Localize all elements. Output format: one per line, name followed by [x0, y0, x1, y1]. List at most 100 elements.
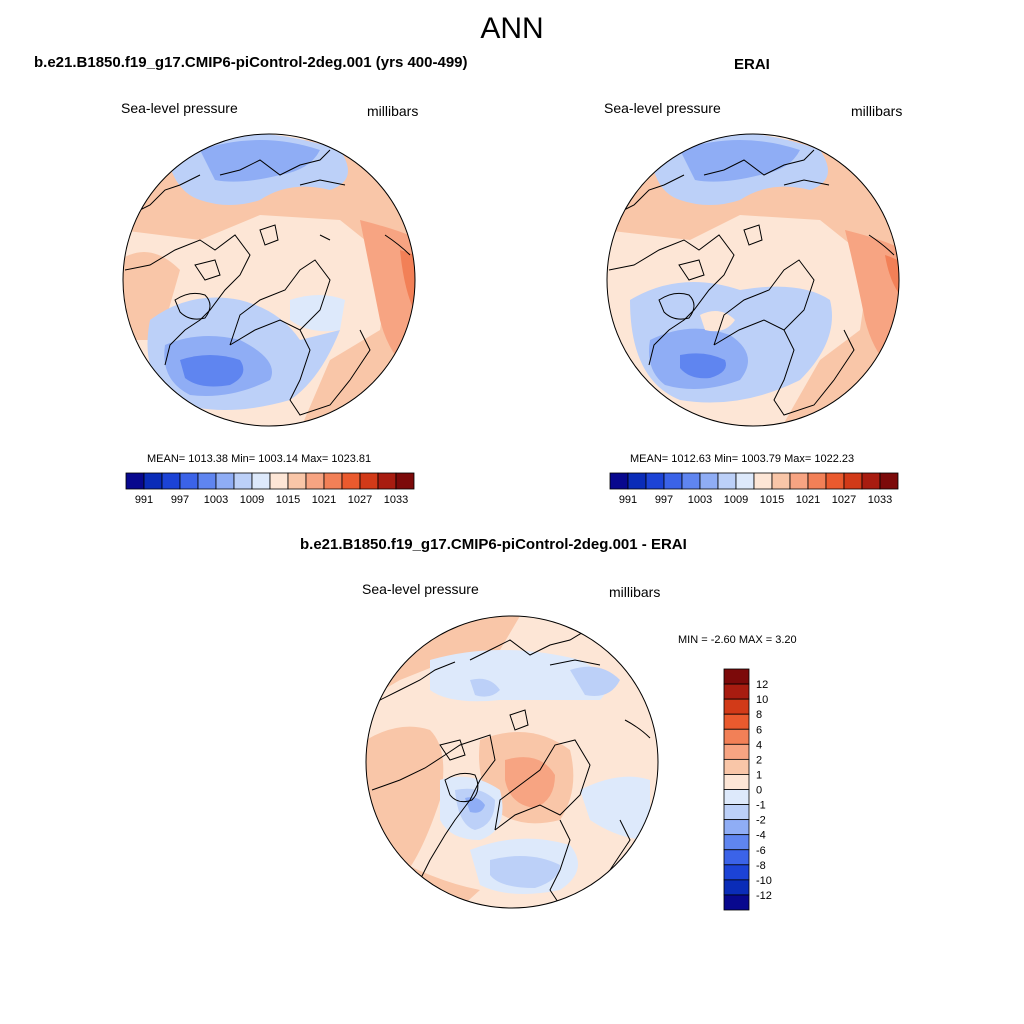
model-colorbar-tick-label: 1015	[276, 494, 300, 506]
model-map	[123, 134, 415, 426]
diff-colorbar-tick-label: -8	[756, 860, 766, 872]
model-colorbar-tick-label: 997	[171, 494, 189, 506]
model-colorbar-tick-label: 1009	[240, 494, 264, 506]
model-colorbar-box	[215, 472, 235, 490]
diff-colorbar-box	[723, 804, 750, 821]
obs-field-label: Sea-level pressure	[604, 100, 721, 116]
obs-colorbar-box	[861, 472, 881, 490]
obs-colorbar-tick-label: 1009	[724, 494, 748, 506]
obs-colorbar-box	[699, 472, 719, 490]
diff-colorbar-tick-label: 8	[756, 709, 762, 721]
obs-colorbar-box	[681, 472, 701, 490]
model-colorbar-tick-label: 1003	[204, 494, 228, 506]
diff-colorbar-tick-label: 12	[756, 679, 768, 691]
diff-units-label: millibars	[609, 584, 661, 600]
obs-colorbar-tick-label: 1003	[688, 494, 712, 506]
diff-colorbar-tick-label: -1	[756, 800, 766, 812]
obs-colorbar-tick-label: 991	[619, 494, 637, 506]
obs-units-label: millibars	[851, 103, 903, 119]
obs-map-border	[606, 133, 900, 427]
obs-panel-title: ERAI	[734, 56, 770, 73]
diff-colorbar-tick-label: 4	[756, 739, 762, 751]
model-colorbar-box	[359, 472, 379, 490]
diff-colorbar-tick-label: 6	[756, 724, 762, 736]
model-coastline-greenland	[229, 259, 331, 346]
diff-colorbar-tick-label: 0	[756, 785, 762, 797]
model-colorbar-box	[269, 472, 289, 490]
obs-colorbar-box	[843, 472, 863, 490]
model-colorbar-box	[197, 472, 217, 490]
model-panel-title: b.e21.B1850.f19_g17.CMIP6-piControl-2deg…	[34, 54, 468, 71]
diff-colorbar-box	[723, 668, 750, 685]
obs-colorbar-tick-label: 997	[655, 494, 673, 506]
model-colorbar-box	[305, 472, 325, 490]
diff-colorbar-box	[723, 713, 750, 730]
model-colorbar-box	[323, 472, 343, 490]
model-colorbar-tick-label: 1027	[348, 494, 372, 506]
diff-colorbar-box	[723, 849, 750, 866]
obs-colorbar-tick-label: 1033	[868, 494, 892, 506]
obs-colorbar-box	[771, 472, 791, 490]
page-title: ANN	[480, 12, 544, 45]
diff-colorbar-box	[723, 698, 750, 715]
obs-colorbar-box	[879, 472, 899, 490]
obs-colorbar-box	[753, 472, 773, 490]
diff-map	[366, 616, 658, 908]
diff-colorbar-tick-label: 2	[756, 754, 762, 766]
model-coastline-pacific-arc	[384, 234, 411, 256]
model-coastline-europe	[289, 329, 371, 416]
obs-colorbar-tick-label: 1015	[760, 494, 784, 506]
model-colorbar-tick-label: 1021	[312, 494, 336, 506]
diff-colorbar-box	[723, 728, 750, 745]
model-colorbar-box	[143, 472, 163, 490]
diff-colorbar-box	[723, 683, 750, 700]
diff-colorbar-tick-label: 10	[756, 694, 768, 706]
obs-stats: MEAN= 1012.63 Min= 1003.79 Max= 1022.23	[630, 453, 855, 465]
diff-colorbar-tick-label: -4	[756, 830, 766, 842]
model-units-label: millibars	[367, 103, 419, 119]
diff-stats: MIN = -2.60 MAX = 3.20	[678, 634, 797, 646]
diff-colorbar-tick-label: -6	[756, 845, 766, 857]
obs-colorbar-box	[825, 472, 845, 490]
obs-colorbar-tick-label: 1027	[832, 494, 856, 506]
model-colorbar-box	[125, 472, 145, 490]
diff-field-label: Sea-level pressure	[362, 581, 479, 597]
model-field-label: Sea-level pressure	[121, 100, 238, 116]
obs-colorbar-box	[645, 472, 665, 490]
model-colorbar-box	[233, 472, 253, 490]
obs-colorbar-box	[627, 472, 647, 490]
model-colorbar-box	[341, 472, 361, 490]
diff-panel-title: b.e21.B1850.f19_g17.CMIP6-piControl-2deg…	[300, 536, 687, 553]
model-colorbar-box	[179, 472, 199, 490]
diff-colorbar-tick-label: -10	[756, 875, 772, 887]
model-map-border	[122, 133, 416, 427]
model-colorbar-box	[377, 472, 397, 490]
diff-colorbar-tick-label: -12	[756, 890, 772, 902]
obs-colorbar-box	[735, 472, 755, 490]
model-coastline-siberia	[219, 149, 346, 186]
obs-colorbar-box	[717, 472, 737, 490]
model-stats: MEAN= 1013.38 Min= 1003.14 Max= 1023.81	[147, 453, 372, 465]
diff-colorbar-box	[723, 743, 750, 760]
model-colorbar-box	[395, 472, 415, 490]
obs-colorbar-box	[663, 472, 683, 490]
obs-map	[607, 134, 899, 426]
model-coastline-islands	[194, 224, 331, 281]
diff-colorbar-tick-label: -2	[756, 815, 766, 827]
model-colorbar-tick-label: 991	[135, 494, 153, 506]
model-colorbar: 991 997 1003 1009 1015 1021 1027 1033	[125, 472, 415, 506]
obs-colorbar-box	[609, 472, 629, 490]
model-colorbar-box	[251, 472, 271, 490]
diff-colorbar-box	[723, 864, 750, 881]
model-coastline-alaska	[129, 174, 201, 216]
diff-colorbar-box	[723, 834, 750, 851]
obs-colorbar-box	[807, 472, 827, 490]
diff-colorbar-box	[723, 819, 750, 836]
model-coastline-hudson	[174, 292, 211, 320]
model-colorbar-tick-label: 1033	[384, 494, 408, 506]
diff-colorbar-box	[723, 758, 750, 775]
diff-colorbar-tick-label: 1	[756, 769, 762, 781]
model-colorbar-box	[161, 472, 181, 490]
